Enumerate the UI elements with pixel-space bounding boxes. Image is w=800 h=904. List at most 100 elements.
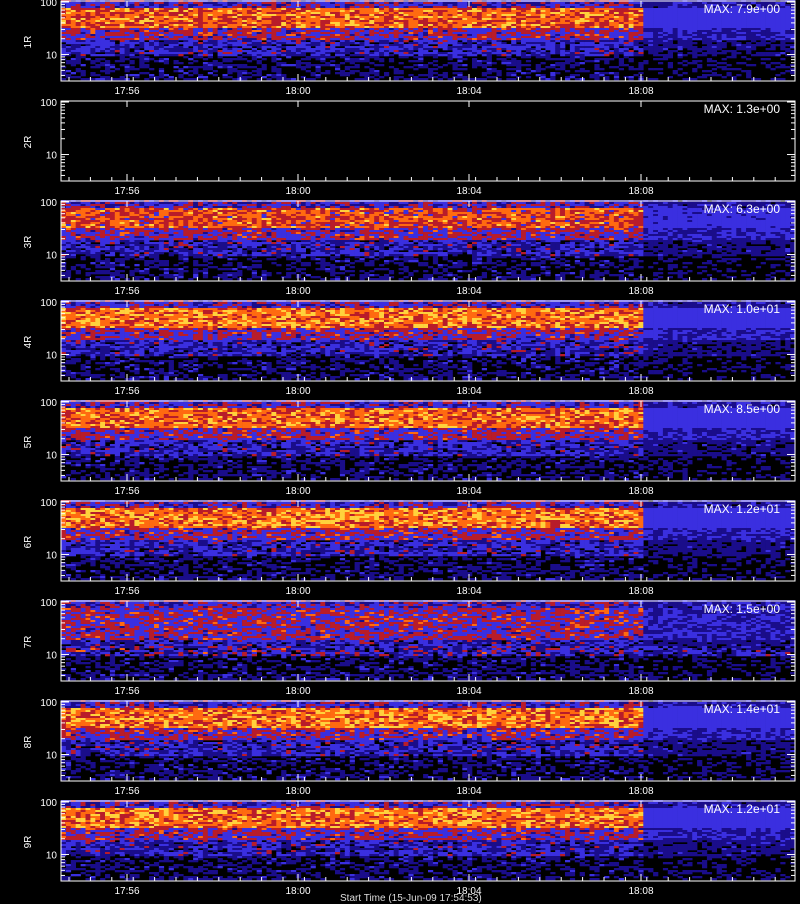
heatmap-cell: [105, 38, 110, 40]
heatmap-cell: [736, 44, 741, 46]
heatmap-cell: [775, 44, 780, 46]
heatmap-cell: [408, 16, 413, 18]
heatmap-cell: [394, 50, 399, 52]
heatmap-cell: [115, 2, 120, 4]
heatmap-cell: [565, 42, 570, 44]
heatmap-cell: [125, 34, 130, 36]
heatmap-cell: [585, 10, 590, 12]
heatmap-cell: [555, 6, 560, 8]
heatmap-cell: [198, 42, 203, 44]
heatmap-cell: [281, 50, 286, 52]
heatmap-cell: [267, 26, 272, 28]
heatmap-cell: [550, 78, 555, 80]
heatmap-cell: [570, 18, 575, 20]
heatmap-cell: [761, 52, 766, 54]
heatmap-cell: [213, 8, 218, 10]
heatmap-cell: [521, 40, 526, 42]
heatmap-cell: [291, 36, 296, 38]
heatmap-cell: [736, 46, 741, 48]
heatmap-cell: [634, 12, 639, 14]
heatmap-cell: [281, 2, 286, 4]
heatmap-cell: [673, 34, 678, 36]
heatmap-cell: [316, 56, 321, 58]
heatmap-cell: [134, 34, 139, 36]
heatmap-cell: [306, 12, 311, 14]
heatmap-cell: [360, 8, 365, 10]
heatmap-cell: [658, 48, 663, 50]
heatmap-cell: [413, 20, 418, 22]
heatmap-cell: [638, 32, 643, 34]
heatmap-cell: [139, 62, 144, 64]
heatmap-cell: [267, 18, 272, 20]
heatmap-cell: [511, 10, 516, 12]
heatmap-cell: [590, 2, 595, 4]
heatmap-cell: [66, 74, 71, 76]
heatmap-cell: [335, 12, 340, 14]
heatmap-cell: [663, 32, 668, 34]
heatmap-cell: [477, 16, 482, 18]
heatmap-cell: [775, 78, 780, 80]
heatmap-cell: [683, 30, 688, 32]
heatmap-cell: [316, 26, 321, 28]
heatmap-cell: [296, 44, 301, 46]
heatmap-cell: [316, 16, 321, 18]
heatmap-cell: [692, 78, 697, 80]
heatmap-cell: [751, 64, 756, 66]
heatmap-cell: [477, 50, 482, 52]
heatmap-cell: [492, 34, 497, 36]
heatmap-cell: [154, 14, 159, 16]
heatmap-cell: [453, 32, 458, 34]
heatmap-cell: [71, 8, 76, 10]
heatmap-cell: [673, 26, 678, 28]
heatmap-cell: [443, 4, 448, 6]
heatmap-cell: [325, 10, 330, 12]
heatmap-cell: [506, 16, 511, 18]
heatmap-cell: [384, 52, 389, 54]
heatmap-cell: [736, 62, 741, 64]
heatmap-cell: [692, 10, 697, 12]
heatmap-cell: [252, 20, 257, 22]
heatmap-cell: [438, 26, 443, 28]
heatmap-cell: [360, 24, 365, 26]
heatmap-cell: [756, 36, 761, 38]
heatmap-cell: [457, 34, 462, 36]
heatmap-cell: [237, 40, 242, 42]
heatmap-cell: [120, 44, 125, 46]
heatmap-cell: [325, 52, 330, 54]
heatmap-cell: [643, 34, 648, 36]
heatmap-cell: [570, 42, 575, 44]
heatmap-cell: [722, 44, 727, 46]
heatmap-cell: [462, 64, 467, 66]
heatmap-cell: [213, 12, 218, 14]
heatmap-cell: [501, 8, 506, 10]
heatmap-cell: [541, 6, 546, 8]
heatmap-cell: [722, 50, 727, 52]
heatmap-cell: [369, 24, 374, 26]
heatmap-cell: [247, 72, 252, 74]
heatmap-cell: [281, 46, 286, 48]
heatmap-cell: [722, 24, 727, 26]
heatmap-cell: [634, 8, 639, 10]
heatmap-cell: [428, 4, 433, 6]
heatmap-cell: [453, 18, 458, 20]
heatmap-cell: [159, 14, 164, 16]
heatmap-cell: [237, 18, 242, 20]
heatmap-cell: [296, 64, 301, 66]
heatmap-cell: [325, 22, 330, 24]
heatmap-cell: [110, 36, 115, 38]
heatmap-cell: [389, 8, 394, 10]
heatmap-cell: [565, 6, 570, 8]
heatmap-cell: [477, 6, 482, 8]
heatmap-cell: [364, 16, 369, 18]
heatmap-cell: [751, 18, 756, 20]
heatmap-cell: [350, 16, 355, 18]
heatmap-cell: [501, 32, 506, 34]
heatmap-cell: [443, 30, 448, 32]
heatmap-cell: [731, 44, 736, 46]
heatmap-cell: [164, 22, 169, 24]
heatmap-cell: [467, 36, 472, 38]
heatmap-cell: [438, 22, 443, 24]
heatmap-cell: [257, 24, 262, 26]
heatmap-cell: [95, 48, 100, 50]
heatmap-cell: [497, 70, 502, 72]
